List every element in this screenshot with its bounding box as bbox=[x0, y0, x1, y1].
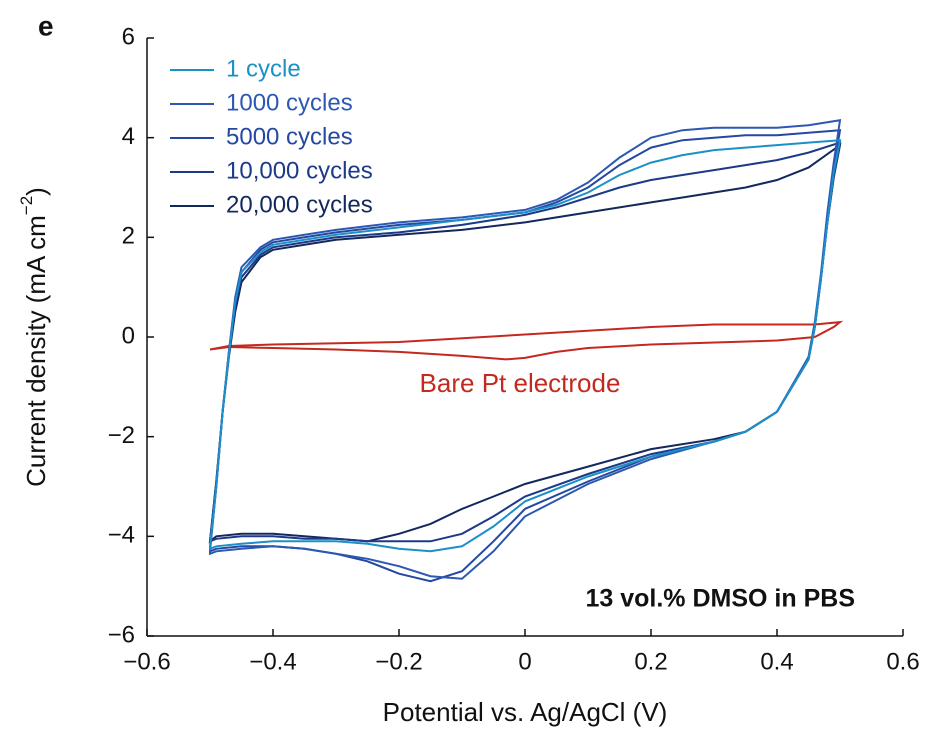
cv-curve bbox=[209, 320, 844, 361]
y-tick-label: 4 bbox=[122, 123, 135, 150]
y-tick-label: 6 bbox=[122, 23, 135, 50]
curve-label: Bare Pt electrode bbox=[420, 368, 621, 398]
y-axis-label-text: Current density (mA cm bbox=[21, 215, 51, 487]
y-tick-label: −4 bbox=[108, 522, 135, 549]
x-tick-label: 0.2 bbox=[634, 648, 667, 675]
x-tick-label: −0.2 bbox=[375, 648, 422, 675]
legend-label: 1 cycle bbox=[226, 55, 301, 82]
y-tick-label: −2 bbox=[108, 422, 135, 449]
panel-label: e bbox=[38, 10, 54, 41]
cv-curve bbox=[209, 129, 842, 583]
y-axis-label: Current density (mA cm−2) bbox=[17, 187, 50, 487]
y-axis-label-sup: −2 bbox=[17, 196, 36, 215]
y-tick-label: 0 bbox=[122, 322, 135, 349]
y-tick-label: 2 bbox=[122, 223, 135, 250]
legend-label: 20,000 cycles bbox=[226, 191, 373, 218]
annotation: 13 vol.% DMSO in PBS bbox=[585, 585, 855, 613]
x-tick-label: −0.4 bbox=[249, 648, 296, 675]
y-axis-label-close: ) bbox=[21, 187, 51, 196]
legend-label: 1000 cycles bbox=[226, 89, 353, 116]
y-tick-label: −6 bbox=[108, 621, 135, 648]
x-tick-label: 0.4 bbox=[760, 648, 793, 675]
cv-curve bbox=[209, 139, 842, 553]
legend-label: 5000 cycles bbox=[226, 123, 353, 150]
x-axis-label: Potential vs. Ag/AgCl (V) bbox=[383, 697, 668, 727]
x-tick-label: −0.6 bbox=[123, 648, 170, 675]
legend-label: 10,000 cycles bbox=[226, 157, 373, 184]
x-tick-label: 0 bbox=[518, 648, 531, 675]
x-tick-label: 0.6 bbox=[886, 648, 919, 675]
